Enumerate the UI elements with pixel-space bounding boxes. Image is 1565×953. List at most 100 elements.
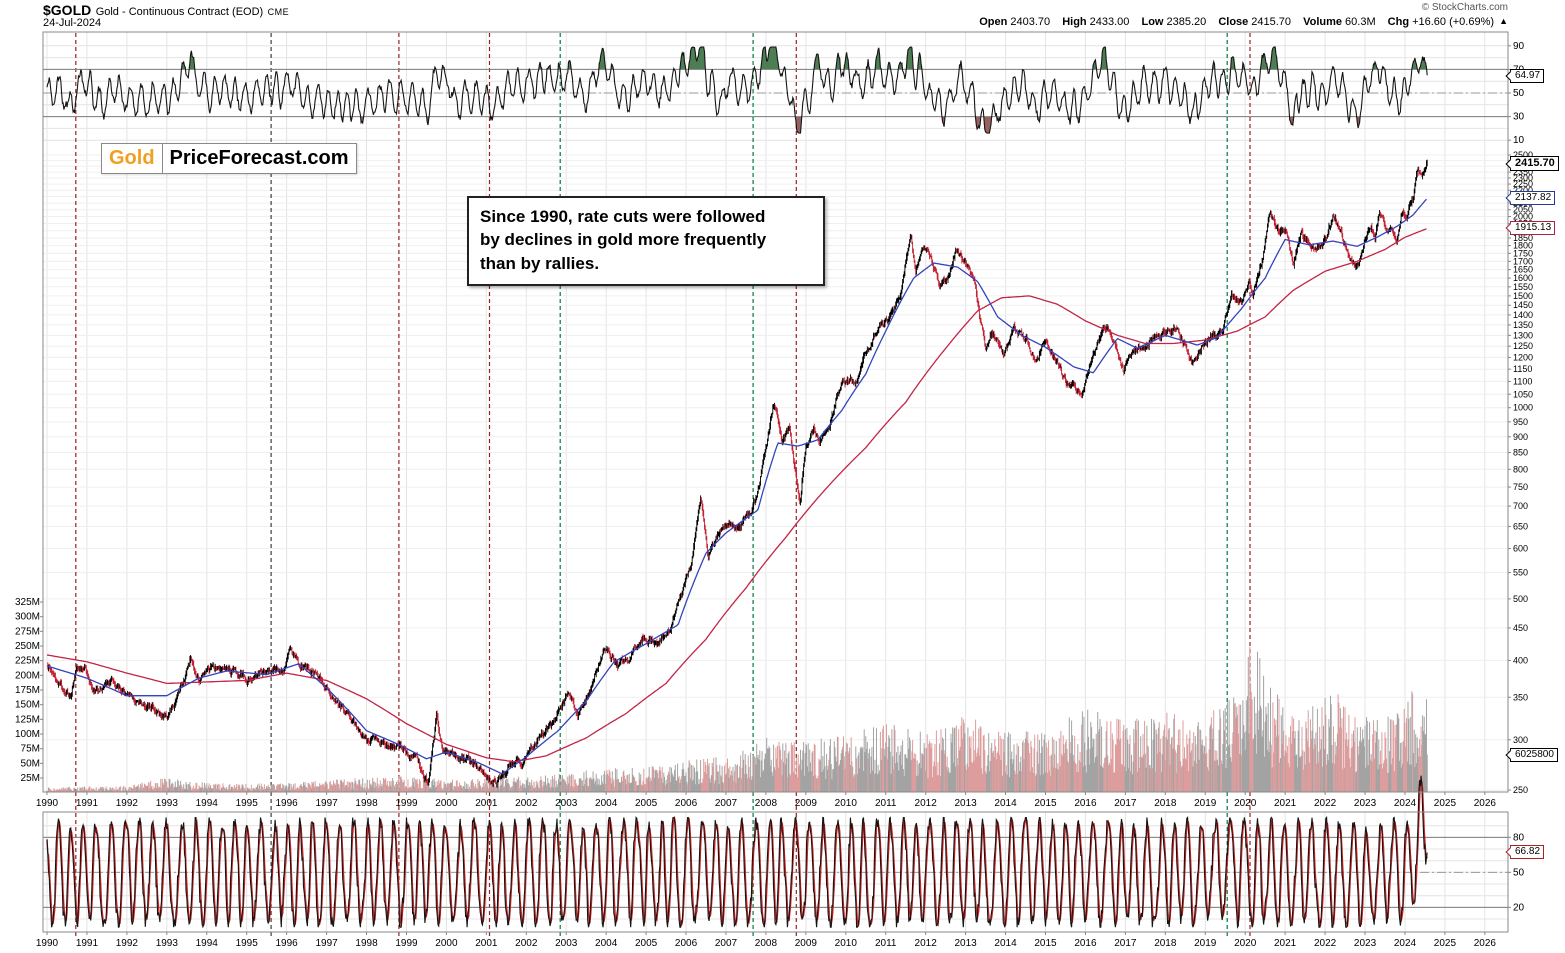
open-label: Open bbox=[979, 16, 1008, 28]
svg-text:2019: 2019 bbox=[1194, 798, 1217, 809]
svg-text:2015: 2015 bbox=[1034, 798, 1057, 809]
svg-text:2023: 2023 bbox=[1354, 798, 1377, 809]
svg-text:2006: 2006 bbox=[675, 798, 698, 809]
ma-slow-line bbox=[46, 228, 1427, 763]
logo-rest-text: PriceForecast.com bbox=[169, 147, 349, 169]
svg-text:2500: 2500 bbox=[1513, 150, 1533, 160]
svg-text:2014: 2014 bbox=[994, 938, 1017, 949]
svg-text:2021: 2021 bbox=[1274, 798, 1297, 809]
svg-text:2020: 2020 bbox=[1234, 938, 1257, 949]
rsi-panel bbox=[43, 46, 1508, 134]
stoch-k-line bbox=[46, 775, 1428, 929]
volume-value: 60.3M bbox=[1345, 16, 1376, 28]
svg-text:650: 650 bbox=[1513, 522, 1528, 532]
chart-date: 24-Jul-2024 bbox=[43, 17, 102, 29]
svg-text:2009: 2009 bbox=[795, 938, 818, 949]
svg-text:1999: 1999 bbox=[395, 938, 418, 949]
goldpriceforecast-logo: Gold PriceForecast.com bbox=[101, 143, 357, 174]
svg-text:1400: 1400 bbox=[1513, 310, 1533, 320]
svg-text:10: 10 bbox=[1513, 135, 1525, 146]
svg-text:2005: 2005 bbox=[635, 798, 658, 809]
logo-gold-text: Gold bbox=[102, 144, 163, 173]
svg-text:1998: 1998 bbox=[355, 938, 378, 949]
svg-text:2026: 2026 bbox=[1474, 798, 1497, 809]
svg-text:2018: 2018 bbox=[1154, 938, 1177, 949]
close-label: Close bbox=[1218, 16, 1249, 28]
svg-text:2015: 2015 bbox=[1034, 938, 1057, 949]
svg-text:1991: 1991 bbox=[76, 798, 99, 809]
svg-text:2001: 2001 bbox=[475, 798, 498, 809]
svg-text:1993: 1993 bbox=[156, 798, 179, 809]
svg-text:2000: 2000 bbox=[435, 938, 458, 949]
volume-bars bbox=[46, 646, 1428, 792]
svg-text:2010: 2010 bbox=[835, 798, 858, 809]
ma-fast-line bbox=[46, 198, 1427, 775]
svg-text:2016: 2016 bbox=[1074, 938, 1097, 949]
moving-averages bbox=[46, 198, 1427, 775]
svg-text:2002: 2002 bbox=[515, 938, 538, 949]
svg-text:2008: 2008 bbox=[755, 798, 778, 809]
svg-text:2018: 2018 bbox=[1154, 798, 1177, 809]
svg-text:2009: 2009 bbox=[795, 798, 818, 809]
svg-text:2022: 2022 bbox=[1314, 798, 1337, 809]
svg-text:2300: 2300 bbox=[1513, 173, 1533, 183]
svg-text:500: 500 bbox=[1513, 594, 1528, 604]
svg-text:850: 850 bbox=[1513, 448, 1528, 458]
svg-text:1750: 1750 bbox=[1513, 248, 1533, 258]
svg-text:700: 700 bbox=[1513, 501, 1528, 511]
svg-text:400: 400 bbox=[1513, 655, 1528, 665]
close-price-flag: 2415.70 bbox=[1510, 156, 1559, 171]
svg-text:80: 80 bbox=[1513, 832, 1525, 843]
svg-text:2016: 2016 bbox=[1074, 798, 1097, 809]
svg-text:1992: 1992 bbox=[116, 938, 139, 949]
svg-text:125M: 125M bbox=[15, 714, 40, 725]
annotation-line: by declines in gold more frequently bbox=[480, 230, 767, 250]
svg-text:1993: 1993 bbox=[156, 938, 179, 949]
svg-text:50M: 50M bbox=[21, 758, 40, 769]
annotation-line: than by rallies. bbox=[480, 253, 600, 273]
svg-text:2004: 2004 bbox=[595, 798, 618, 809]
svg-text:2013: 2013 bbox=[954, 938, 977, 949]
svg-text:1850: 1850 bbox=[1513, 233, 1533, 243]
high-label: High bbox=[1062, 16, 1087, 28]
svg-text:50: 50 bbox=[1513, 867, 1525, 878]
svg-text:2003: 2003 bbox=[555, 798, 578, 809]
svg-text:1990: 1990 bbox=[36, 938, 59, 949]
svg-text:2026: 2026 bbox=[1474, 938, 1497, 949]
svg-text:1994: 1994 bbox=[196, 938, 219, 949]
ma-slow-value-flag: 1915.13 bbox=[1510, 221, 1556, 235]
svg-text:2006: 2006 bbox=[675, 938, 698, 949]
svg-text:350: 350 bbox=[1513, 692, 1528, 702]
svg-text:2010: 2010 bbox=[835, 938, 858, 949]
svg-text:2007: 2007 bbox=[715, 798, 738, 809]
svg-text:2020: 2020 bbox=[1234, 798, 1257, 809]
svg-text:2011: 2011 bbox=[875, 938, 897, 949]
svg-text:2002: 2002 bbox=[515, 798, 538, 809]
svg-text:2350: 2350 bbox=[1513, 167, 1533, 177]
svg-text:950: 950 bbox=[1513, 417, 1528, 427]
change-up-icon: ▲ bbox=[1499, 16, 1508, 26]
svg-text:1995: 1995 bbox=[236, 938, 259, 949]
annotation-line: Since 1990, rate cuts were followed bbox=[480, 207, 766, 226]
svg-text:1350: 1350 bbox=[1513, 320, 1533, 330]
symbol-name: Gold - Continuous Contract (EOD) bbox=[95, 6, 264, 18]
svg-text:1999: 1999 bbox=[395, 798, 418, 809]
svg-text:2023: 2023 bbox=[1354, 938, 1377, 949]
svg-text:1450: 1450 bbox=[1513, 300, 1533, 310]
svg-text:1550: 1550 bbox=[1513, 282, 1533, 292]
up-bars bbox=[48, 159, 1428, 788]
symbol: $GOLD bbox=[43, 2, 92, 18]
svg-text:2001: 2001 bbox=[475, 938, 498, 949]
svg-text:100M: 100M bbox=[15, 729, 40, 740]
svg-text:1991: 1991 bbox=[76, 938, 99, 949]
svg-text:2050: 2050 bbox=[1513, 205, 1533, 215]
change-label: Chg bbox=[1387, 16, 1410, 28]
svg-text:2024: 2024 bbox=[1394, 798, 1417, 809]
svg-text:2003: 2003 bbox=[555, 938, 578, 949]
svg-text:2025: 2025 bbox=[1434, 938, 1457, 949]
svg-text:275M: 275M bbox=[15, 626, 40, 637]
svg-text:2013: 2013 bbox=[954, 798, 977, 809]
svg-text:90: 90 bbox=[1513, 41, 1525, 52]
svg-text:1997: 1997 bbox=[315, 938, 338, 949]
svg-text:1650: 1650 bbox=[1513, 265, 1533, 275]
